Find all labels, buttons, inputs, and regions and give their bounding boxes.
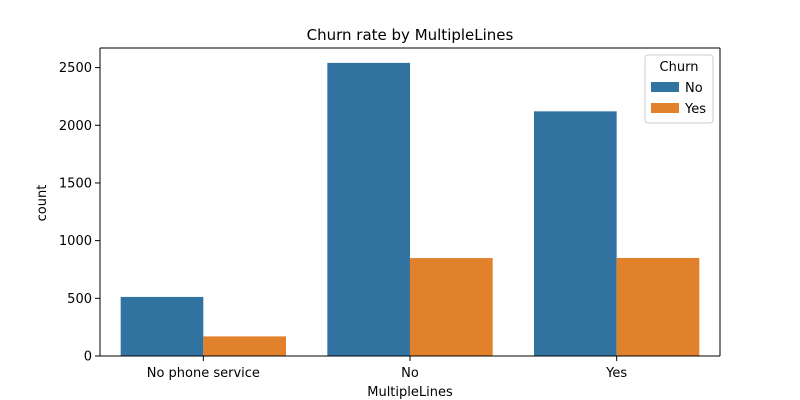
legend-label: No bbox=[685, 81, 703, 96]
bar bbox=[616, 257, 700, 356]
bar bbox=[203, 336, 286, 356]
y-axis-label: count bbox=[35, 185, 50, 222]
bar bbox=[120, 296, 204, 356]
y-tick-label: 500 bbox=[67, 292, 92, 307]
legend-label: Yes bbox=[684, 102, 706, 117]
bar bbox=[410, 258, 493, 356]
plot-area: 0 500 1000 1500 2000 2500 No phone service No Ye… bbox=[59, 47, 721, 381]
legend: Churn No Yes bbox=[644, 54, 714, 124]
y-tick-label: 1500 bbox=[59, 176, 92, 191]
bar bbox=[327, 62, 410, 356]
chart-title: Churn rate by MultipleLines bbox=[307, 26, 514, 44]
bar bbox=[534, 111, 617, 356]
x-tick-label: Yes bbox=[605, 366, 627, 381]
y-tick-label: 2500 bbox=[59, 61, 92, 76]
y-tick-label: 2000 bbox=[59, 119, 92, 134]
y-tick-label: 1000 bbox=[59, 234, 92, 249]
legend-swatch bbox=[651, 103, 679, 113]
x-tick-label: No phone service bbox=[147, 366, 260, 381]
y-tick-label: 0 bbox=[84, 350, 92, 365]
legend-title: Churn bbox=[660, 60, 699, 75]
legend-swatch bbox=[651, 82, 679, 92]
x-tick-label: No bbox=[401, 366, 419, 381]
x-axis-label: MultipleLines bbox=[367, 385, 453, 400]
